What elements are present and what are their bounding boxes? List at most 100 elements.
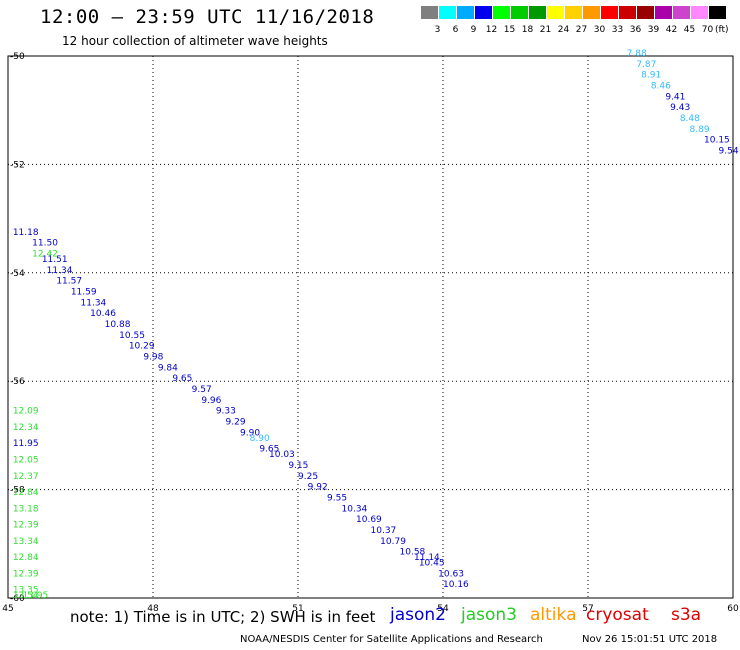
- wave-height-label: 9.29: [226, 418, 246, 428]
- wave-height-label: 10.37: [371, 526, 397, 536]
- wave-height-label: 9.65: [172, 374, 192, 384]
- wave-height-label: 11.50: [32, 239, 58, 249]
- lon-tick-label: 57: [582, 604, 593, 614]
- wave-height-label: 10.88: [105, 320, 131, 330]
- wave-height-label: 9.25: [298, 472, 318, 482]
- legend-label: 24: [557, 25, 570, 35]
- wave-height-label: 9.96: [201, 396, 221, 406]
- wave-height-label: 11.34: [47, 266, 73, 276]
- map-subtitle: 12 hour collection of altimeter wave hei…: [62, 34, 328, 48]
- legend-swatch: [637, 6, 654, 19]
- wave-height-label: 13.95: [23, 591, 49, 601]
- wave-height-label: 12.05: [13, 456, 39, 466]
- lat-tick-label: -58: [10, 486, 25, 496]
- map-title: 12:00 – 23:59 UTC 11/16/2018: [40, 6, 375, 28]
- legend-swatch: [493, 6, 510, 19]
- wave-height-label: 9.57: [192, 385, 212, 395]
- legend-label: 45: [683, 25, 696, 35]
- wave-height-label: 9.90: [240, 428, 260, 438]
- wave-height-label: 11.57: [56, 277, 82, 287]
- lat-tick-label: -50: [10, 52, 25, 62]
- legend-label: 6: [452, 25, 459, 35]
- legend-label: 3: [434, 25, 441, 35]
- wave-height-label: 9.65: [259, 445, 279, 455]
- legend-unit: (ft): [715, 25, 729, 35]
- wave-height-label: 11.14: [414, 553, 440, 563]
- wave-height-label: 10.16: [443, 580, 469, 590]
- satellite-name: altika: [530, 605, 577, 625]
- legend-swatch: [691, 6, 708, 19]
- legend-swatch: [655, 6, 672, 19]
- wave-height-label: 9.92: [308, 483, 328, 493]
- lon-tick-label: 51: [292, 604, 303, 614]
- wave-height-label: 10.46: [90, 309, 116, 319]
- legend-swatch: [583, 6, 600, 19]
- satellite-name: jason2: [390, 605, 446, 625]
- wave-height-label: 10.79: [380, 537, 406, 547]
- wave-height-label: 7.88: [627, 49, 647, 59]
- wave-height-label: 12.39: [13, 521, 39, 531]
- wave-height-label: 10.69: [356, 515, 382, 525]
- wave-height-label: 11.95: [13, 439, 39, 449]
- lon-tick-label: 48: [147, 604, 159, 614]
- wave-height-label: 9.84: [158, 363, 178, 373]
- legend-label: 21: [539, 25, 552, 35]
- wave-height-label: 11.59: [71, 287, 97, 297]
- legend-swatch: [565, 6, 582, 19]
- legend-swatch: [511, 6, 528, 19]
- wave-height-label: 13.54: [13, 591, 39, 601]
- wave-height-label: 12.34: [13, 423, 39, 433]
- wave-height-label: 8.91: [641, 71, 661, 81]
- legend-swatch: [547, 6, 564, 19]
- wave-height-label: 13.35: [13, 586, 39, 596]
- wave-height-label: 10.55: [119, 331, 145, 341]
- wave-height-label: 13.34: [13, 537, 39, 547]
- credit-text: NOAA/NESDIS Center for Satellite Applica…: [240, 634, 543, 645]
- wave-height-label: 9.33: [216, 407, 236, 417]
- wave-height-label: 12.84: [13, 553, 39, 563]
- legend-swatch: [709, 6, 726, 19]
- wave-height-label: 7.87: [636, 60, 656, 70]
- satellite-name: s3a: [671, 605, 702, 625]
- wave-height-label: 8.48: [680, 114, 700, 124]
- legend-label: 36: [629, 25, 642, 35]
- wave-height-label: 9.15: [288, 461, 308, 471]
- legend-label: 42: [665, 25, 678, 35]
- wave-height-label: 12.09: [13, 407, 39, 417]
- legend-swatch: [439, 6, 456, 19]
- lat-tick-label: -56: [10, 377, 25, 387]
- legend-label: 15: [503, 25, 516, 35]
- wave-height-label: 10.45: [419, 558, 445, 568]
- wave-height-label: 8.46: [651, 82, 671, 92]
- wave-height-label: 9.98: [143, 353, 163, 363]
- legend-swatch: [457, 6, 474, 19]
- wave-height-label: 8.89: [690, 125, 710, 135]
- legend-swatch: [619, 6, 636, 19]
- lon-tick-label: 45: [2, 604, 13, 614]
- timestamp: Nov 26 15:01:51 UTC 2018: [582, 634, 718, 645]
- wave-height-label: 9.43: [670, 103, 690, 113]
- wave-height-label: 11.18: [13, 228, 39, 238]
- lat-tick-label: -60: [10, 594, 25, 604]
- wave-height-label: 11.51: [42, 255, 68, 265]
- wave-height-label: 12.42: [32, 250, 58, 260]
- wave-height-label: 9.41: [665, 92, 685, 102]
- legend-swatch: [529, 6, 546, 19]
- footer-note: note: 1) Time is in UTC; 2) SWH is in fe…: [70, 608, 376, 626]
- satellite-name: jason3: [461, 605, 517, 625]
- wave-height-label: 11.34: [81, 298, 107, 308]
- wave-height-label: 12.39: [13, 569, 39, 579]
- lat-tick-label: -52: [10, 160, 25, 170]
- wave-height-label: 10.03: [269, 450, 295, 460]
- legend-label: 12: [485, 25, 498, 35]
- legend-label: 30: [593, 25, 606, 35]
- satellite-name: cryosat: [586, 605, 649, 625]
- wave-height-label: 9.54: [719, 147, 739, 157]
- wave-height-label: 8.90: [250, 434, 270, 444]
- wave-height-label: 10.34: [342, 504, 368, 514]
- legend-label: 9: [470, 25, 477, 35]
- legend-swatch: [601, 6, 618, 19]
- legend-label: 39: [647, 25, 660, 35]
